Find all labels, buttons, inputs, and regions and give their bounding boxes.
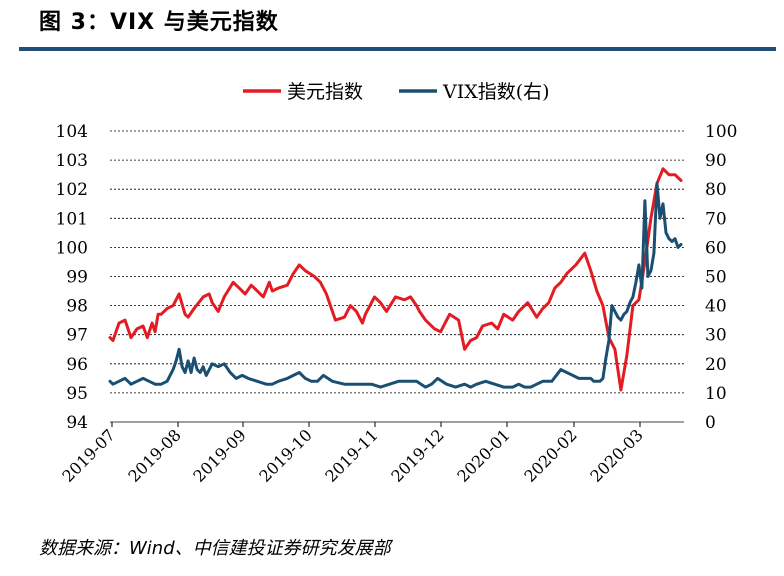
- x-tick-label: 2019-12: [387, 425, 447, 485]
- y-left-tick-label: 100: [56, 238, 88, 258]
- y-right-tick-label: 60: [705, 238, 727, 258]
- y-left-tick-label: 99: [66, 268, 88, 288]
- y-right-tick-label: 50: [705, 268, 727, 288]
- x-tick-label: 2019-09: [189, 425, 249, 485]
- x-tick-label: 2019-10: [255, 425, 315, 485]
- y-right-tick-label: 10: [705, 384, 727, 404]
- y-right-tick-label: 30: [705, 326, 727, 346]
- x-tick-label: 2019-11: [321, 425, 381, 485]
- y-right-tick-label: 0: [705, 413, 716, 433]
- y-right-tick-label: 40: [705, 297, 727, 317]
- usd-index-line: [108, 167, 683, 392]
- y-right-tick-label: 70: [705, 209, 727, 229]
- y-right-tick-label: 100: [705, 122, 737, 142]
- x-tick-label: 2019-08: [124, 425, 184, 485]
- legend-usd-label: 美元指数: [287, 81, 363, 103]
- y-left-tick-label: 102: [56, 180, 88, 200]
- source-note: 数据来源：Wind、中信建投证券研究发展部: [39, 538, 391, 559]
- x-tick-label: 2020-02: [520, 425, 580, 485]
- y-left-tick-label: 97: [66, 326, 88, 346]
- y-right-tick-label: 20: [705, 355, 727, 375]
- x-tick-label: 2019-07: [58, 425, 118, 485]
- y-left-tick-label: 96: [66, 355, 88, 375]
- y-left-tick-label: 98: [66, 297, 88, 317]
- legend-vix-label: VIX指数(右): [442, 81, 550, 103]
- y-left-tick-label: 101: [56, 209, 88, 229]
- y-right-tick-label: 80: [705, 180, 727, 200]
- y-right-tick-label: 90: [705, 151, 727, 171]
- x-tick-label: 2020-03: [586, 425, 646, 485]
- title-rule: [19, 47, 776, 51]
- figure-title: 图 3：VIX 与美元指数: [39, 10, 279, 35]
- y-left-tick-label: 95: [66, 384, 88, 404]
- vix-index-line: [108, 181, 683, 389]
- y-left-tick-label: 94: [66, 413, 88, 433]
- y-left-tick-label: 104: [56, 122, 88, 142]
- y-left-tick-label: 103: [56, 151, 88, 171]
- x-tick-label: 2020-01: [453, 425, 513, 485]
